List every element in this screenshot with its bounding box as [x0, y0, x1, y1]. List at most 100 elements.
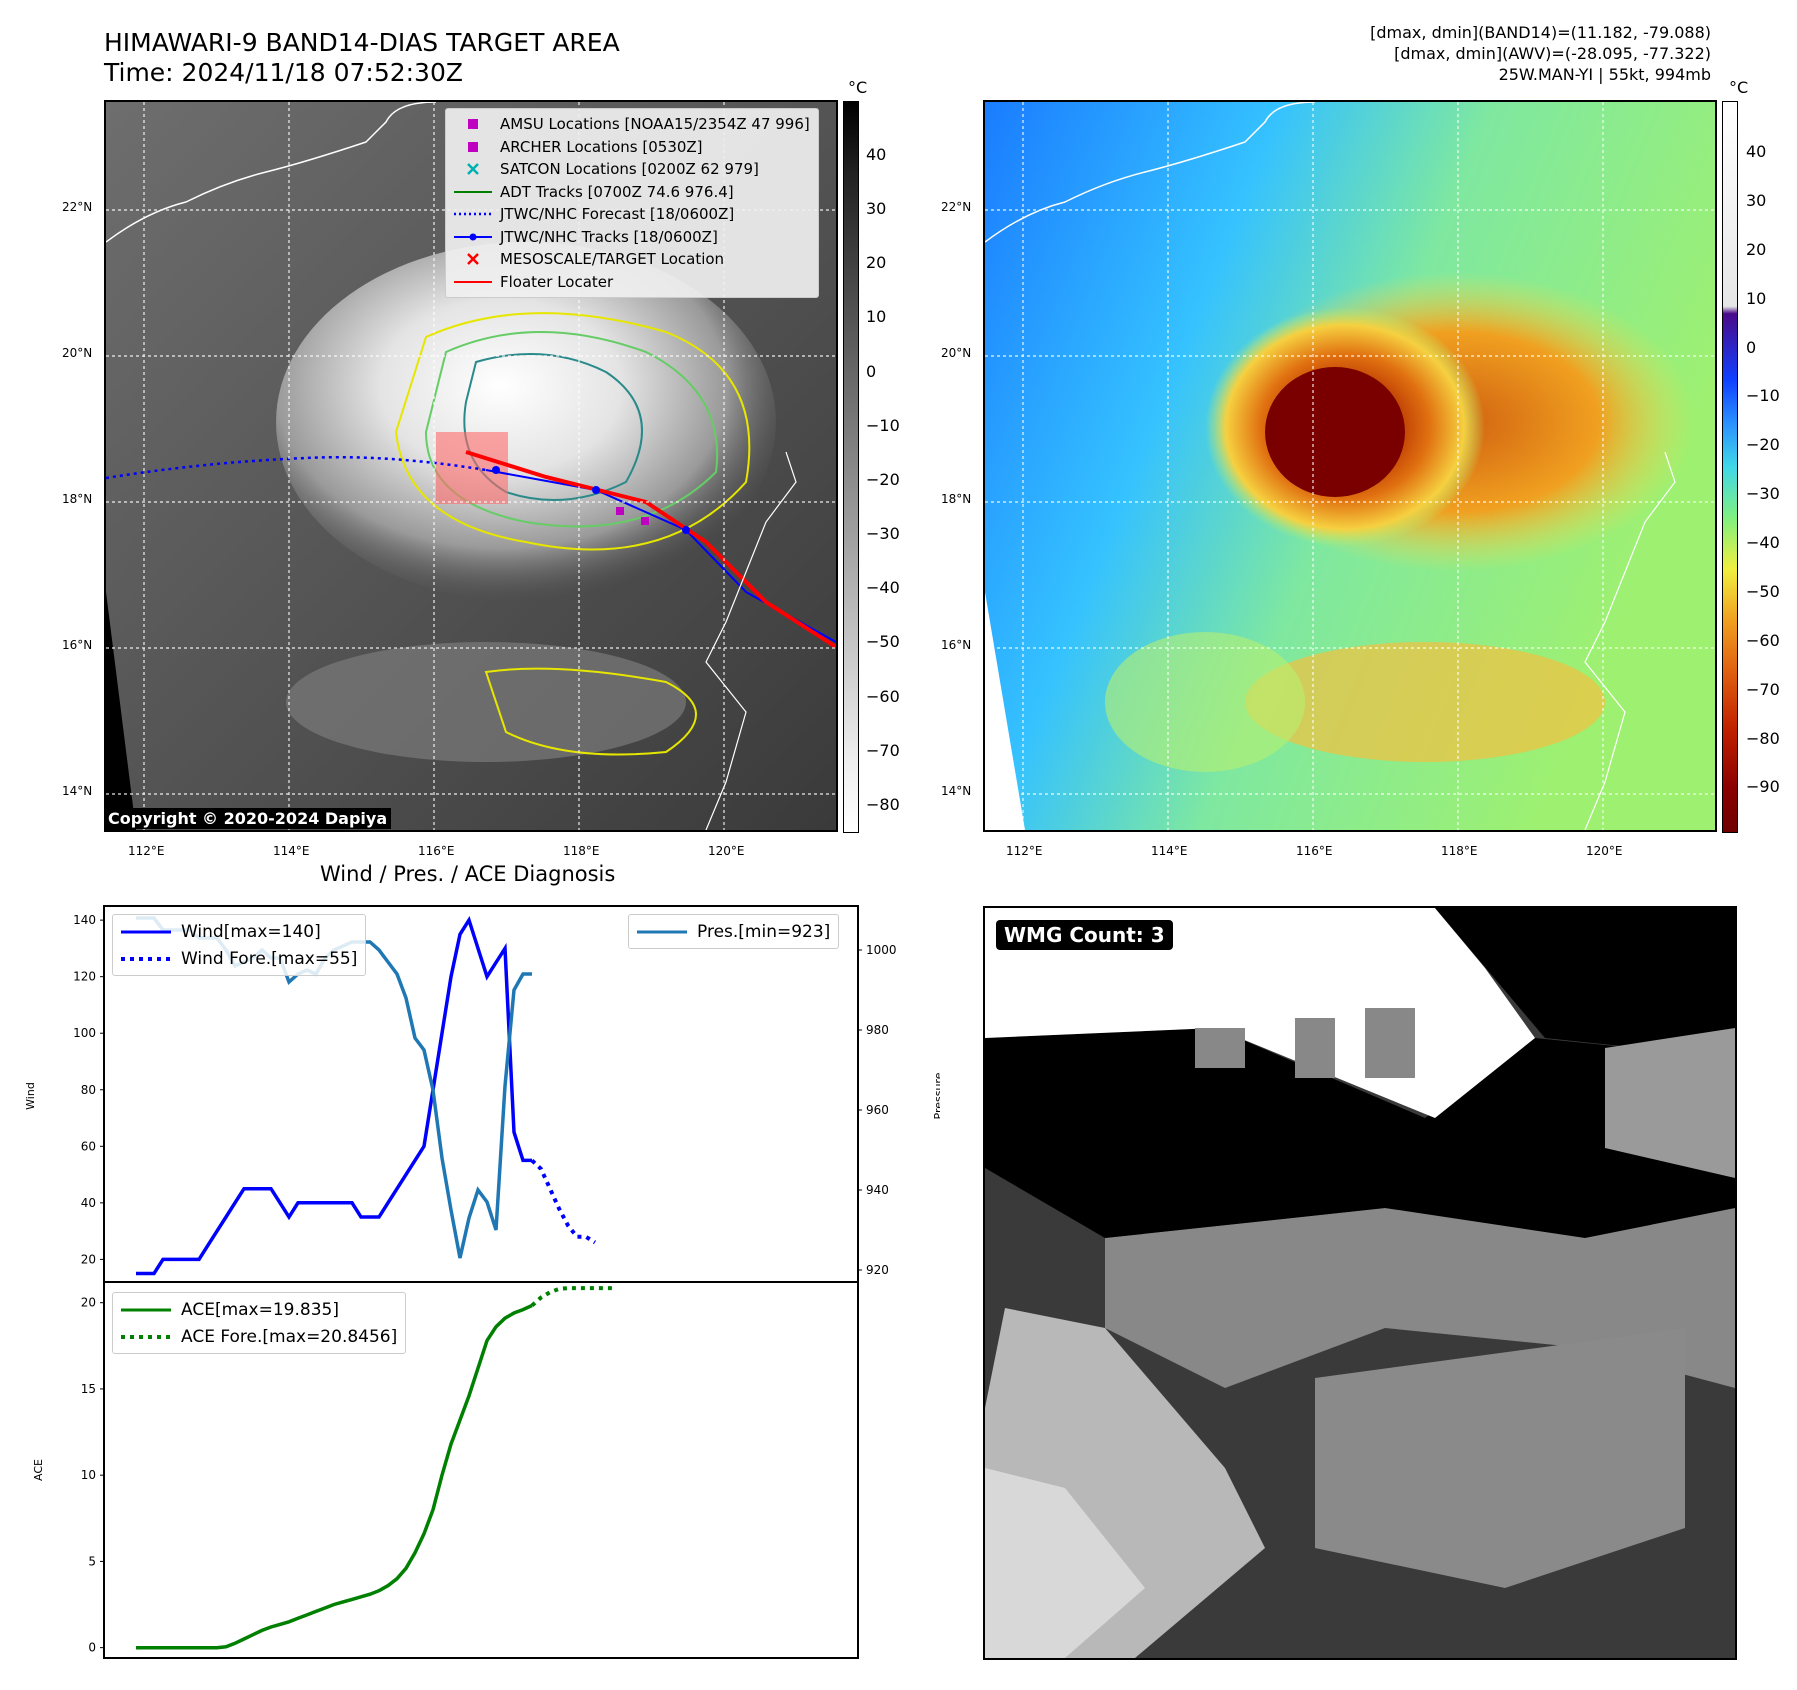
- colorbar-tick: −50: [866, 632, 900, 651]
- ace-line: [136, 1303, 533, 1650]
- colorbar-unit: °C: [1729, 78, 1749, 97]
- wind-tick-label: 140: [73, 913, 96, 927]
- lat-label: 14°N: [941, 784, 972, 798]
- colorbar-tick: −80: [1746, 729, 1780, 748]
- lat-label: 18°N: [941, 492, 972, 506]
- ace-panel-frame: [103, 1281, 859, 1659]
- lon-label: 118°E: [563, 844, 600, 858]
- lat-label: 20°N: [62, 346, 93, 360]
- pressure-legend: Pres.[min=923]: [628, 914, 840, 949]
- legend-item: AMSU Locations [NOAA15/2354Z 47 996]: [454, 113, 810, 136]
- legend-label: Wind[max=140]: [181, 921, 321, 942]
- legend-item: JTWC/NHC Forecast [18/0600Z]: [454, 203, 810, 226]
- colorbar-tick: 10: [1746, 289, 1767, 308]
- x-marker-icon: [454, 163, 492, 176]
- legend-label: AMSU Locations [NOAA15/2354Z 47 996]: [500, 115, 810, 134]
- wind-tick-label: 100: [73, 1026, 96, 1040]
- colorbar-tick: −70: [1746, 680, 1780, 699]
- colorbar-tick: 30: [1746, 191, 1767, 210]
- lon-label: 118°E: [1441, 844, 1478, 858]
- colorbar-tick: −40: [866, 578, 900, 597]
- wmg-count-badge: WMG Count: 3: [996, 920, 1173, 950]
- colorbar-tick: 0: [866, 362, 877, 381]
- lat-label: 16°N: [941, 638, 972, 652]
- title-line-2: Time: 2024/11/18 07:52:30Z: [104, 58, 463, 87]
- wind-line: [136, 915, 532, 1276]
- lat-label: 16°N: [62, 638, 93, 652]
- ace-tick-label: 20: [81, 1296, 96, 1310]
- ace-legend: ACE[max=19.835] ACE Fore.[max=20.8456]: [112, 1292, 407, 1354]
- wind-legend: Wind[max=140] Wind Fore.[max=55]: [112, 914, 367, 976]
- ace-axis-label: ACE: [32, 1459, 45, 1481]
- legend-label: JTWC/NHC Tracks [18/0600Z]: [500, 227, 718, 246]
- ace-series-group: [136, 1286, 613, 1650]
- legend-label: JTWC/NHC Forecast [18/0600Z]: [500, 205, 735, 224]
- colorbar-tick: 40: [866, 145, 887, 164]
- legend-item: SATCON Locations [0200Z 62 979]: [454, 158, 810, 181]
- legend-item: ADT Tracks [0700Z 74.6 976.4]: [454, 181, 810, 204]
- legend-item: Floater Locater: [454, 271, 810, 294]
- line-icon: [454, 189, 492, 195]
- lon-label: 116°E: [418, 844, 455, 858]
- pressure-axis-label: Pressure: [932, 1072, 940, 1119]
- colorbar-tick: −10: [1746, 386, 1780, 405]
- wind-series-group: [136, 915, 597, 1276]
- lon-label: 116°E: [1296, 844, 1333, 858]
- ace-tick-label: 0: [88, 1641, 96, 1655]
- colorbar-tick: 0: [1746, 338, 1757, 357]
- lat-label: 14°N: [62, 784, 93, 798]
- map-legend: AMSU Locations [NOAA15/2354Z 47 996] ARC…: [445, 108, 819, 298]
- lon-label: 120°E: [708, 844, 745, 858]
- colorbar-tick: 30: [866, 199, 887, 218]
- x-marker-icon: [454, 253, 492, 266]
- legend-label: ADT Tracks [0700Z 74.6 976.4]: [500, 182, 734, 201]
- wind-tick-label: 80: [81, 1083, 96, 1097]
- pressure-tick-label: 960: [866, 1103, 889, 1117]
- pressure-tick-label: 980: [866, 1023, 889, 1037]
- colorbar-tick: −30: [1746, 484, 1780, 503]
- colorbar-tick: −10: [866, 416, 900, 435]
- wind-tick-label: 40: [81, 1196, 96, 1210]
- wind-tick-label: 60: [81, 1139, 96, 1153]
- lon-label: 114°E: [273, 844, 310, 858]
- figure-title: HIMAWARI-9 BAND14-DIAS TARGET AREA Time:…: [104, 28, 620, 88]
- legend-item: JTWC/NHC Tracks [18/0600Z]: [454, 226, 810, 249]
- wind-tick-label: 20: [81, 1252, 96, 1266]
- legend-label: MESOSCALE/TARGET Location: [500, 250, 725, 269]
- colorbar-tick: 20: [866, 253, 887, 272]
- line-dot-icon: [454, 233, 492, 241]
- colorbar-tick: −70: [866, 741, 900, 760]
- legend-item: ARCHER Locations [0530Z]: [454, 136, 810, 159]
- colorbar-tick: −50: [1746, 582, 1780, 601]
- pressure-tick-label: 1000: [866, 943, 897, 957]
- legend-label: ACE[max=19.835]: [181, 1299, 339, 1320]
- stats-text: [dmax, dmin](BAND14)=(11.182, -79.088) […: [1370, 22, 1711, 85]
- colorbar-tick: 40: [1746, 142, 1767, 161]
- copyright-badge: Copyright © 2020-2024 Dapiya: [104, 808, 392, 829]
- axis-ticks-group: 140 120 100 80 60 40 20 1000 980 960 940 920 20 15 10 5…: [73, 913, 896, 1655]
- legend-label: Floater Locater: [500, 272, 614, 291]
- colorbar-tick: 20: [1746, 240, 1767, 259]
- lon-label: 120°E: [1586, 844, 1623, 858]
- lon-label: 112°E: [128, 844, 165, 858]
- dotted-line-icon: [121, 1334, 171, 1340]
- diagnosis-title: Wind / Pres. / ACE Diagnosis: [320, 862, 616, 886]
- dotted-line-icon: [454, 211, 492, 217]
- colorbar-tick: −20: [866, 470, 900, 489]
- awv-map-image: [985, 102, 1715, 830]
- square-marker-icon: [454, 141, 492, 152]
- ace-tick-label: 10: [81, 1468, 96, 1482]
- lat-label: 22°N: [941, 200, 972, 214]
- lat-label: 20°N: [941, 346, 972, 360]
- ace-tick-label: 15: [81, 1382, 96, 1396]
- wmg-panel: [983, 906, 1737, 1660]
- colorbar-tick: −20: [1746, 435, 1780, 454]
- band14-range: [dmax, dmin](BAND14)=(11.182, -79.088): [1370, 23, 1711, 42]
- awv-range: [dmax, dmin](AWV)=(-28.095, -77.322): [1394, 44, 1711, 63]
- wmg-image: [985, 908, 1735, 1658]
- ir-colorbar: [843, 101, 859, 833]
- legend-label: Wind Fore.[max=55]: [181, 948, 358, 969]
- colorbar-tick: −80: [866, 795, 900, 814]
- lat-label: 18°N: [62, 492, 93, 506]
- legend-label: ACE Fore.[max=20.8456]: [181, 1326, 398, 1347]
